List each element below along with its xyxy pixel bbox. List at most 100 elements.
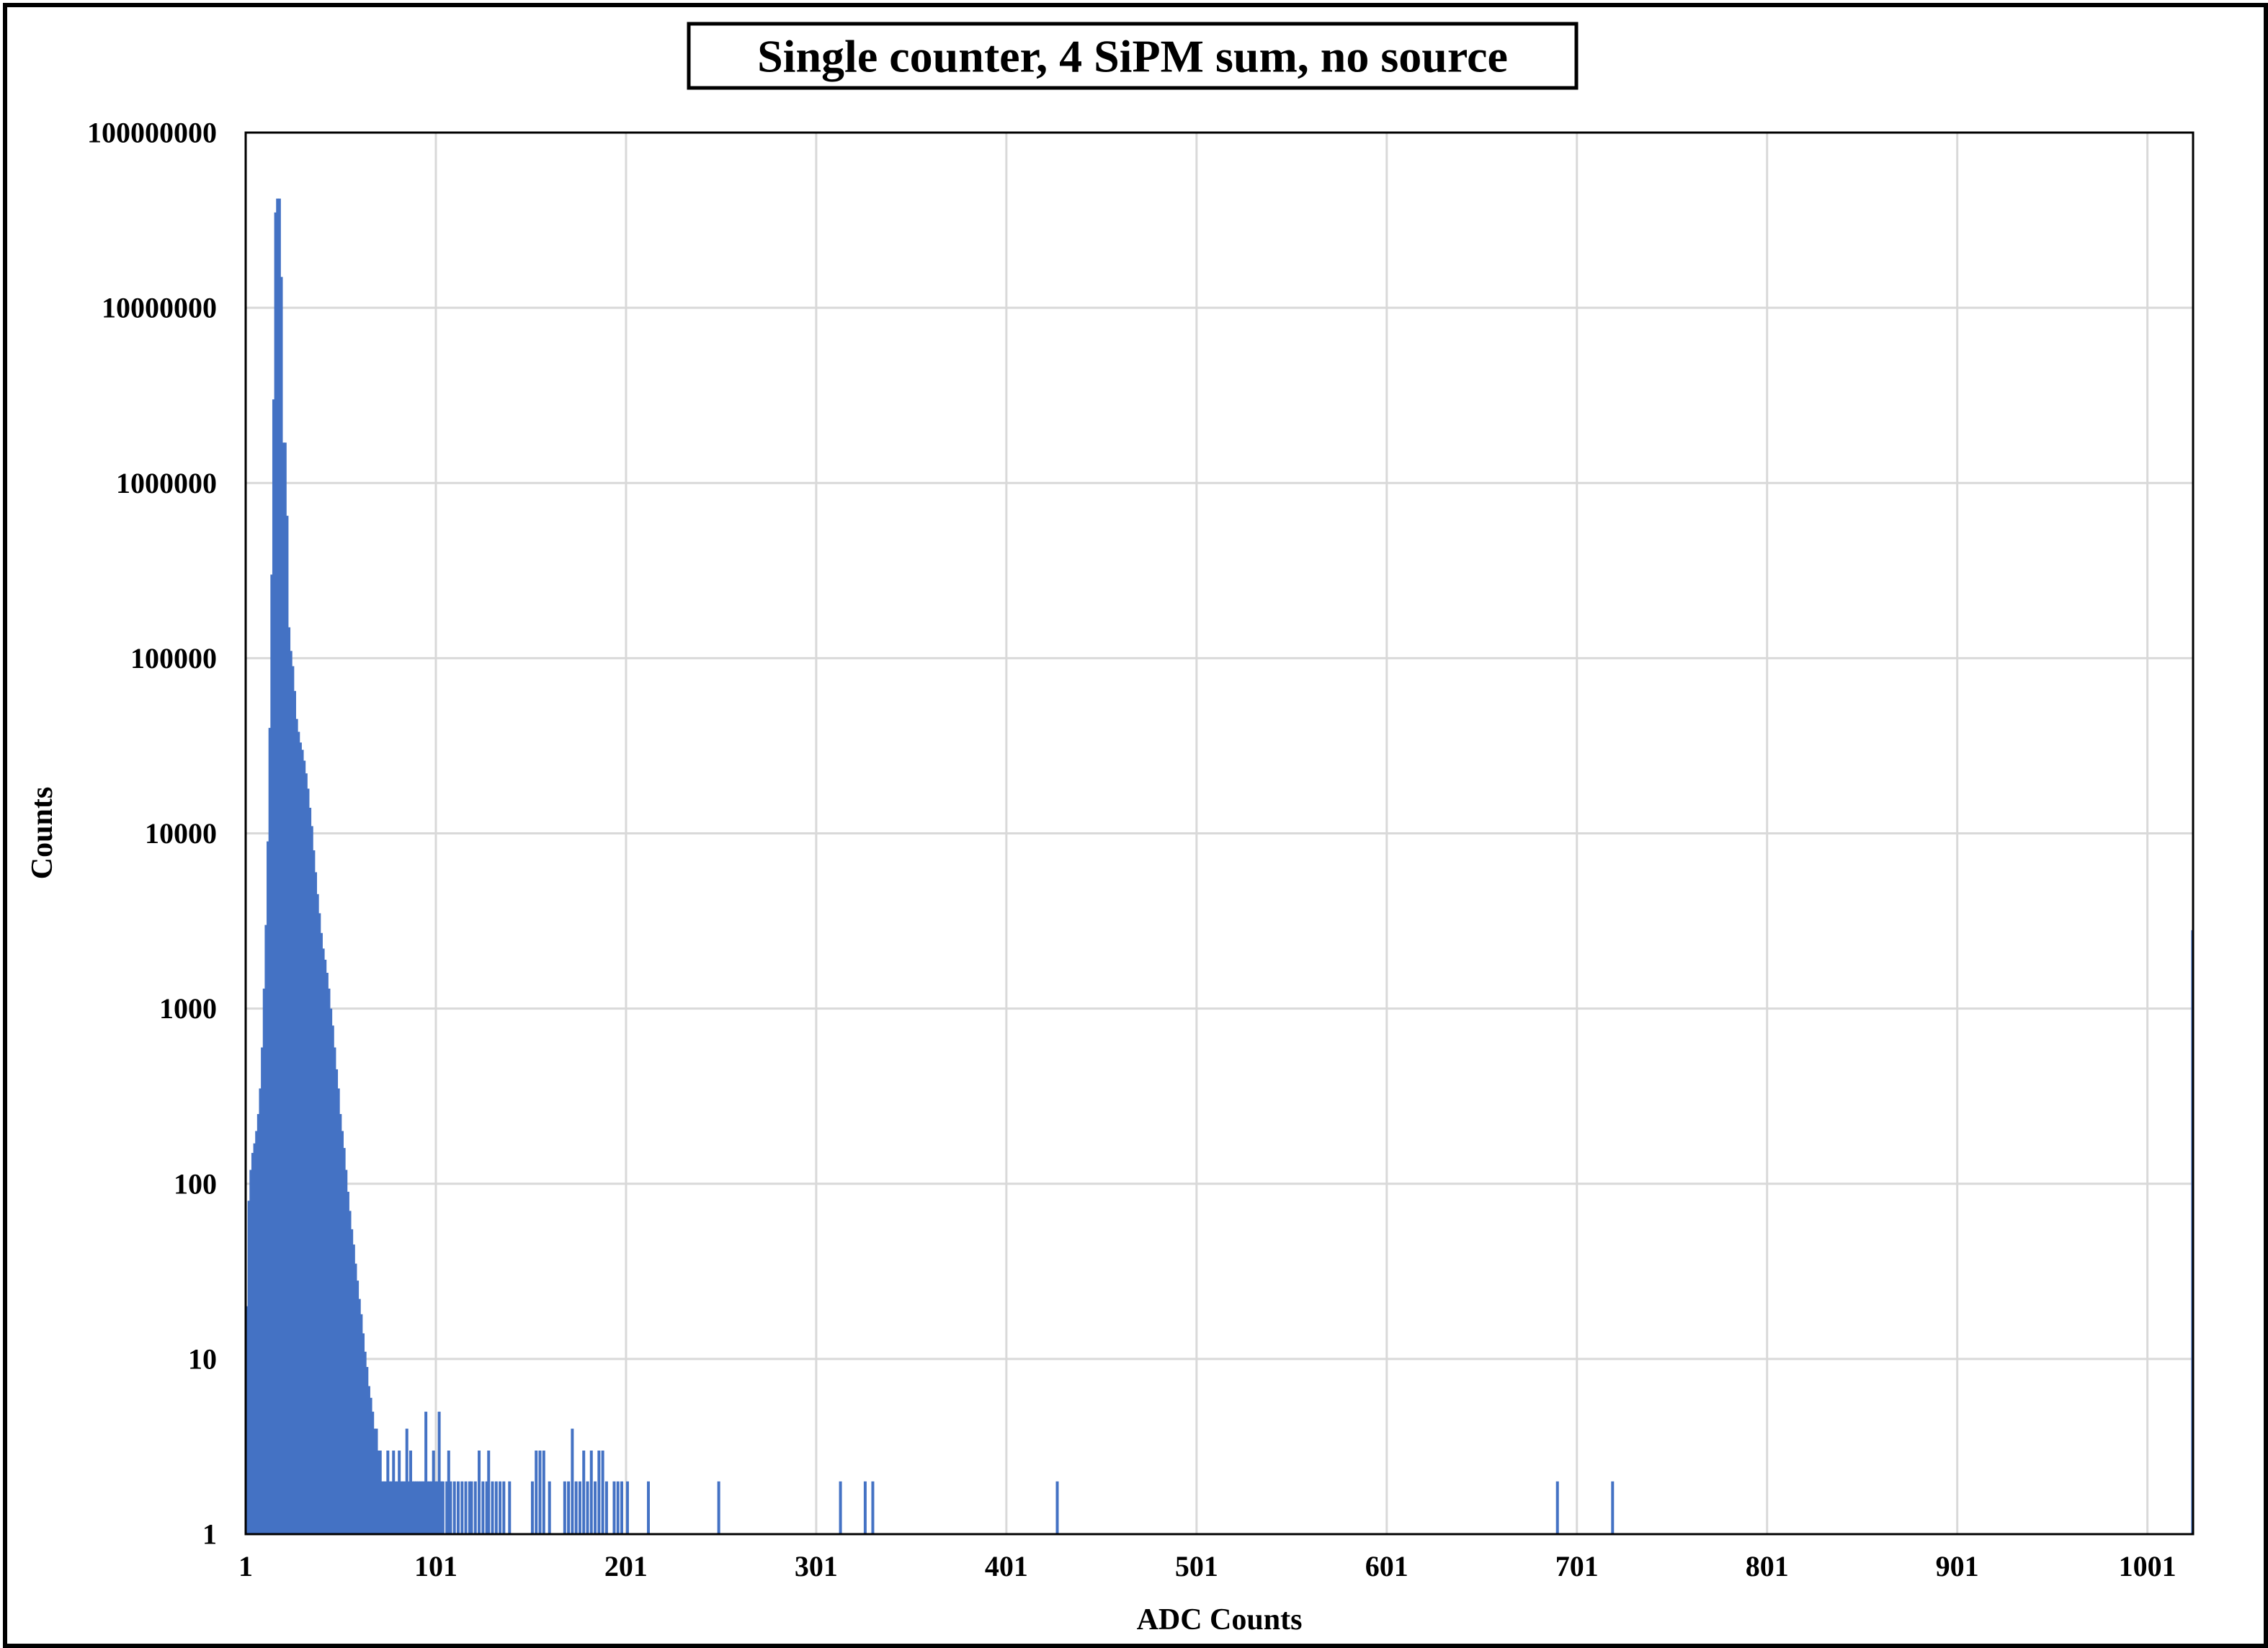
- histogram-bar: [449, 1481, 452, 1534]
- x-tick-label: 901: [1936, 1550, 1979, 1582]
- histogram-bar: [378, 1451, 382, 1534]
- histogram-bar: [399, 1481, 403, 1534]
- bars: [246, 198, 2195, 1535]
- histogram-bar: [582, 1451, 586, 1534]
- histogram-bar: [357, 1299, 361, 1534]
- histogram-bar: [620, 1481, 624, 1534]
- histogram-bar: [563, 1481, 566, 1534]
- histogram-bar: [426, 1481, 429, 1534]
- histogram-bar: [253, 1143, 256, 1534]
- histogram-bar: [430, 1481, 434, 1534]
- x-tick-label: 1: [238, 1550, 253, 1582]
- histogram-bar: [452, 1481, 456, 1534]
- histogram-bar: [542, 1451, 545, 1534]
- histogram-bar: [538, 1451, 542, 1534]
- histogram-bar: [363, 1351, 367, 1534]
- histogram-bar: [604, 1481, 608, 1534]
- histogram-bar: [300, 749, 304, 1534]
- histogram-bar: [323, 959, 327, 1534]
- histogram-bar: [259, 1088, 262, 1534]
- histogram-bar: [283, 442, 287, 1534]
- x-tick-labels: 1 101 201 301 401 501 601 701 801 901 1001: [238, 1550, 2177, 1582]
- histogram-bar: [392, 1451, 396, 1534]
- histogram-bar: [321, 948, 325, 1534]
- y-tick-label: 10: [188, 1342, 217, 1375]
- histogram-bar: [567, 1481, 571, 1534]
- histogram-bar: [295, 718, 298, 1535]
- histogram-bar: [336, 1088, 340, 1534]
- histogram-bar: [367, 1386, 370, 1534]
- histogram-bar: [473, 1481, 477, 1534]
- histogram-bar: [329, 1008, 333, 1535]
- histogram-bar: [571, 1428, 574, 1534]
- histogram-bar: [280, 277, 283, 1534]
- y-tick-label: 100000: [130, 642, 217, 674]
- x-tick-label: 101: [414, 1550, 457, 1582]
- histogram-bar: [270, 574, 274, 1534]
- histogram-bar: [380, 1481, 384, 1534]
- histogram-bar: [717, 1481, 720, 1534]
- histogram-bar: [365, 1367, 369, 1534]
- histogram-bar: [261, 1047, 264, 1534]
- histogram-bar: [291, 666, 295, 1534]
- histogram-bar: [416, 1481, 420, 1534]
- y-tick-label: 100000000: [87, 117, 217, 149]
- histogram-bar: [403, 1481, 407, 1534]
- histogram-bar: [352, 1244, 355, 1534]
- histogram-bar: [340, 1131, 344, 1534]
- chart-frame: [3, 3, 2268, 1648]
- histogram-bar: [390, 1481, 393, 1534]
- histogram-bar: [327, 988, 331, 1534]
- y-tick-label: 1: [202, 1518, 217, 1551]
- histogram-bar: [1055, 1481, 1059, 1534]
- histogram-bar: [616, 1481, 620, 1534]
- histogram-bar: [249, 1170, 253, 1534]
- histogram-bar: [1555, 1481, 1559, 1534]
- histogram-bar: [502, 1481, 506, 1534]
- histogram-bar: [445, 1481, 449, 1534]
- histogram-bar: [457, 1481, 460, 1534]
- histogram-bar: [485, 1481, 488, 1534]
- histogram-bar: [407, 1481, 411, 1534]
- histogram-bar: [419, 1481, 422, 1534]
- histogram-bar: [360, 1314, 363, 1534]
- histogram-bar: [372, 1428, 376, 1534]
- y-tick-label: 1000000: [116, 467, 217, 499]
- histogram-bar: [314, 872, 318, 1534]
- histogram-bar: [437, 1412, 441, 1534]
- histogram-bar: [268, 728, 272, 1534]
- histogram-bar: [398, 1451, 401, 1534]
- histogram-bar: [256, 1114, 260, 1534]
- histogram-bar: [354, 1263, 357, 1534]
- histogram-bar: [303, 760, 306, 1534]
- histogram-bar: [839, 1481, 842, 1534]
- histogram-bar: [297, 731, 300, 1534]
- histogram-bar: [377, 1451, 380, 1534]
- histogram-bar: [356, 1280, 360, 1534]
- histogram-bar: [388, 1481, 391, 1534]
- histogram-bar: [396, 1481, 399, 1534]
- histogram-bar: [625, 1481, 629, 1534]
- x-tick-label: 701: [1555, 1550, 1599, 1582]
- histogram-bar: [405, 1428, 408, 1534]
- histogram-bar: [478, 1451, 481, 1534]
- histogram-bar: [435, 1481, 439, 1534]
- histogram-bar: [428, 1481, 432, 1534]
- histogram-bar: [308, 807, 312, 1534]
- histogram-bar: [384, 1481, 388, 1534]
- histogram-bar: [393, 1481, 397, 1534]
- histogram-bar: [306, 788, 310, 1534]
- histogram-bar: [499, 1481, 502, 1534]
- histogram-bar: [411, 1481, 414, 1534]
- histogram-bar: [386, 1451, 390, 1534]
- histogram-bar: [350, 1229, 354, 1534]
- histogram-bar: [325, 973, 329, 1534]
- y-tick-label: 10000: [145, 817, 217, 850]
- histogram-bar: [597, 1451, 601, 1534]
- histogram-bar: [530, 1481, 534, 1534]
- y-tick-label: 10000000: [102, 292, 217, 324]
- histogram-bar: [422, 1481, 426, 1534]
- histogram-bar: [468, 1481, 471, 1534]
- histogram-bar: [383, 1481, 386, 1534]
